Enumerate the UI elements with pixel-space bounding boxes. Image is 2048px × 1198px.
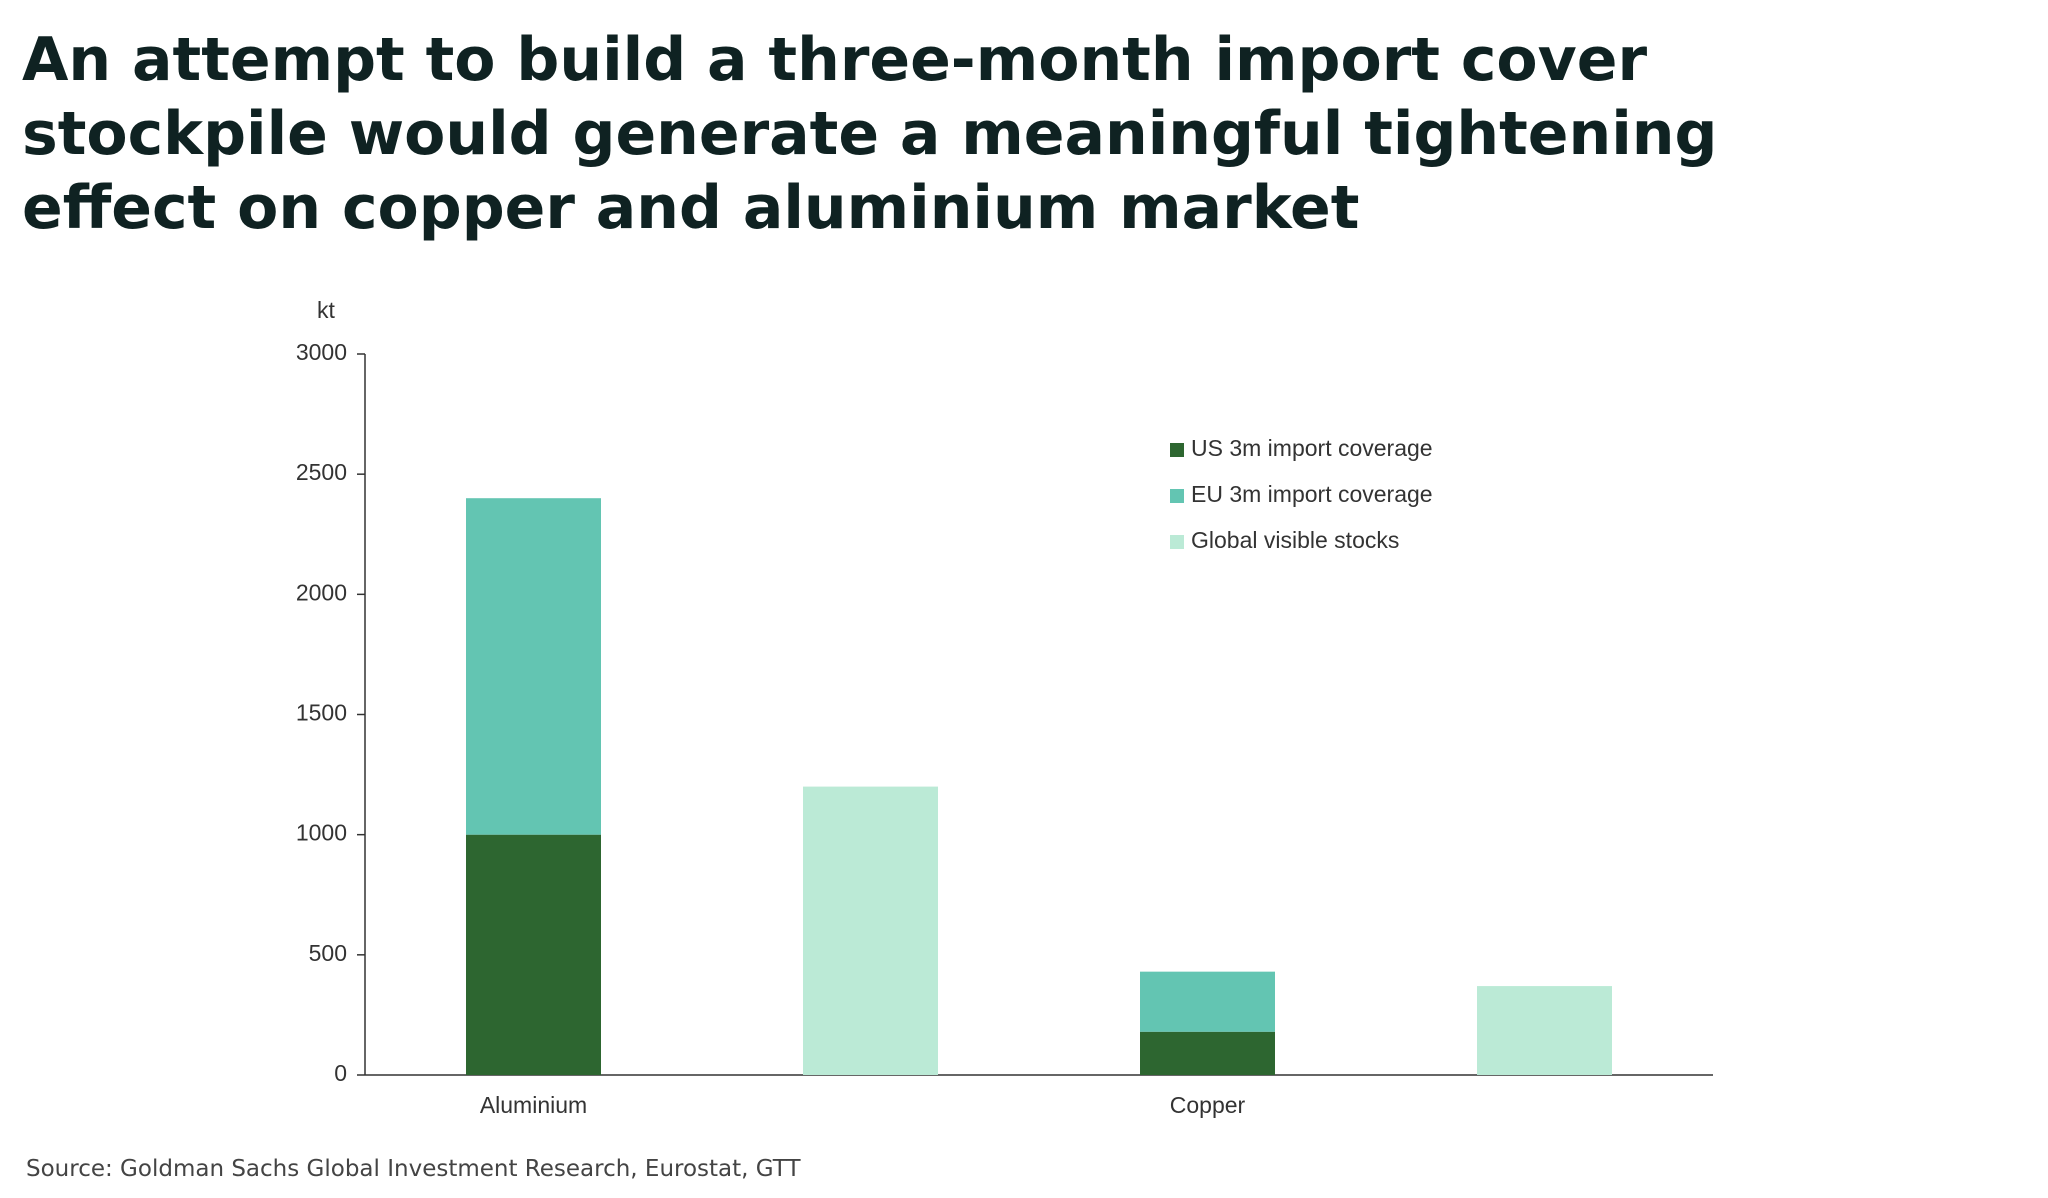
bar	[1477, 986, 1612, 1075]
bar	[466, 834, 601, 1075]
legend-swatch	[1170, 535, 1184, 549]
source-note: Source: Goldman Sachs Global Investment …	[26, 1156, 801, 1182]
bar	[803, 786, 938, 1075]
legend-label: Global visible stocks	[1191, 527, 1399, 553]
legend-swatch	[1170, 489, 1184, 503]
x-tick-label: Aluminium	[480, 1092, 587, 1118]
legend-swatch	[1170, 443, 1184, 457]
legend-label: US 3m import coverage	[1191, 435, 1433, 461]
y-axis-label: kt	[317, 297, 336, 323]
chart-title: stockpile would generate a meaningful ti…	[22, 99, 1717, 169]
bar	[1140, 971, 1275, 1032]
y-tick-label: 3000	[296, 339, 347, 365]
y-tick-label: 2500	[296, 459, 347, 485]
y-tick-label: 2000	[296, 579, 347, 605]
y-tick-label: 1000	[296, 820, 347, 846]
chart-title: effect on copper and aluminium market	[22, 173, 1359, 243]
legend-label: EU 3m import coverage	[1191, 481, 1433, 507]
y-tick-label: 0	[334, 1060, 347, 1086]
chart-title: An attempt to build a three-month import…	[22, 25, 1647, 95]
bar	[1140, 1031, 1275, 1075]
x-tick-label: Copper	[1170, 1092, 1246, 1118]
y-tick-label: 500	[309, 940, 347, 966]
bar	[466, 498, 601, 835]
y-tick-label: 1500	[296, 700, 347, 726]
